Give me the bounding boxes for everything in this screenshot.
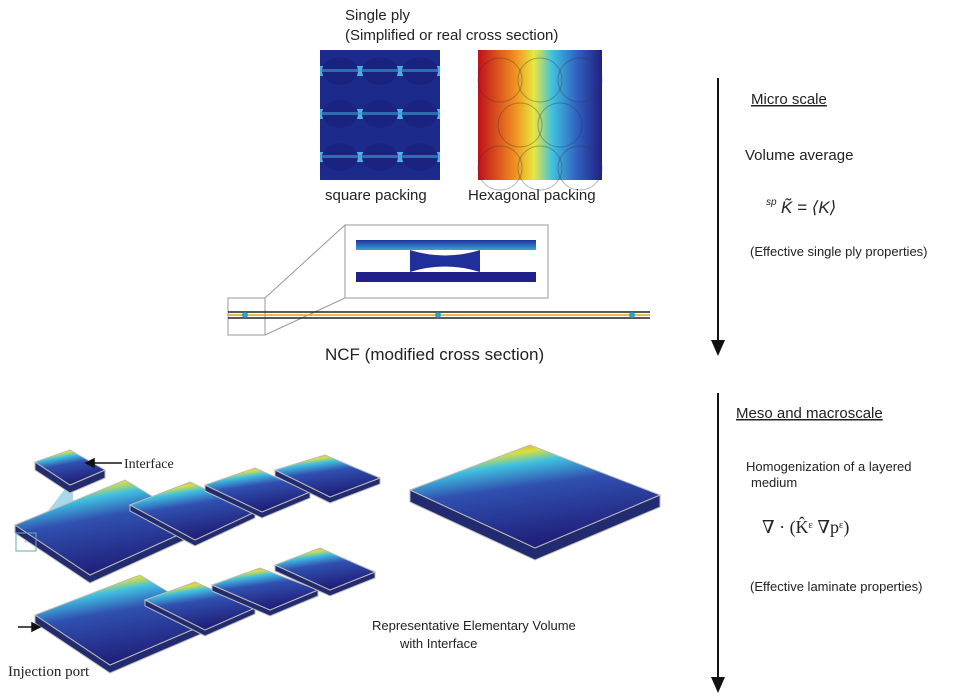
meso-heading: Meso and macroscale bbox=[736, 405, 883, 422]
scale-arrow bbox=[711, 78, 725, 693]
ncf-label: NCF (modified cross section) bbox=[325, 345, 544, 364]
micro-note: (Effective single ply properties) bbox=[750, 244, 928, 259]
injection-label: Injection port bbox=[8, 664, 90, 680]
subtitle: (Simplified or real cross section) bbox=[345, 27, 558, 44]
meso-method: Homogenization of a layered bbox=[746, 459, 912, 474]
title: Single ply bbox=[345, 7, 411, 24]
rev-label: Representative Elementary Volume bbox=[372, 618, 576, 633]
micro-heading: Micro scale bbox=[751, 91, 827, 108]
micro-formula: K̃ = ⟨K⟩ bbox=[781, 197, 836, 217]
meso-method: medium bbox=[751, 475, 797, 490]
meso-formula: ∇ · (K̂ᵋ ∇pᵋ) bbox=[762, 517, 849, 538]
slabs bbox=[15, 445, 660, 673]
rev-label: with Interface bbox=[399, 636, 477, 651]
zoom-line bbox=[265, 298, 345, 335]
square-packing-image bbox=[320, 50, 440, 180]
diagram: Single ply (Simplified or real cross sec… bbox=[0, 0, 971, 697]
square-label: square packing bbox=[325, 187, 427, 204]
ncf-laminate bbox=[228, 312, 650, 318]
hex-label: Hexagonal packing bbox=[468, 187, 596, 204]
zoom-line bbox=[265, 225, 345, 298]
formula-sup: sp bbox=[766, 197, 777, 208]
meso-note: (Effective laminate properties) bbox=[750, 579, 922, 594]
micro-method: Volume average bbox=[745, 147, 853, 164]
interface-label: Interface bbox=[124, 457, 174, 472]
